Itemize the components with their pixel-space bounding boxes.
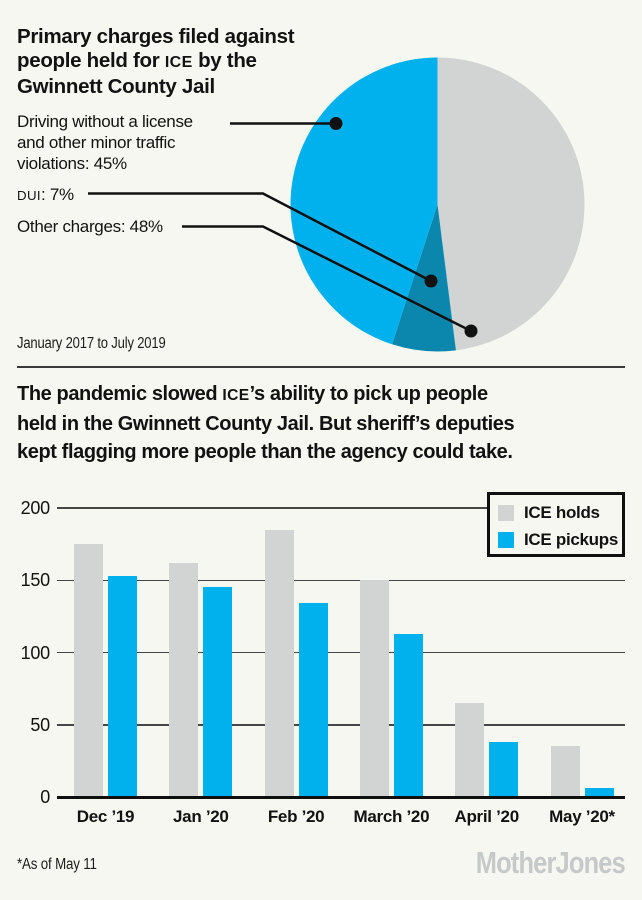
bar-ice-pickups [203,587,233,797]
leader-line [182,225,472,333]
leader-dot [464,324,478,338]
gridline-100 [57,651,625,654]
bar-ice-holds [264,529,294,797]
x-axis-line [57,795,625,799]
ice-smallcaps: ICE [222,387,250,404]
footnote: *As of May 11 [17,856,97,873]
pie-label-line: Driving without a license [17,112,193,131]
y-tick-label: 200 [20,498,51,518]
bar-ice-holds [169,562,199,797]
gridline-150 [57,579,625,581]
x-tick-label: March ’20 [353,807,430,826]
bar-ice-holds [550,746,580,797]
y-tick-label: 100 [20,642,51,663]
pie-title: Primary charges filed against people hel… [17,25,295,99]
pie-title-line: Gwinnett County Jail [17,75,215,98]
section-divider [17,366,625,368]
legend-item: ICE pickups [498,526,622,553]
pie-title-line: Primary charges filed against [17,25,295,48]
pie-title-line: people held for ICE by the [17,49,257,72]
pie-label-other: Other charges: 48% [17,217,163,236]
y-tick-label: 150 [20,570,51,591]
pie-label-line: violations: 45% [17,154,127,173]
pie-slice-other-charges [437,57,585,351]
legend-swatch [498,531,514,548]
leader-line [88,192,432,283]
legend-label: ICE pickups [524,529,619,549]
bar-title-line: kept flagging more people than the agenc… [17,441,513,463]
legend-rows: ICE holds ICE pickups [498,499,622,553]
gridline-200 [57,507,625,509]
pie-chart [88,57,585,352]
pie-slice-driving-without-a-licens [290,57,438,345]
legend-item: ICE holds [498,499,622,526]
x-tick-label: May ’20* [549,807,615,826]
gridline-50 [57,724,625,726]
leader-dot [329,117,343,130]
x-tick-label: Dec ’19 [76,807,135,826]
bar-title-line: The pandemic slowed ICE’s ability to pic… [17,383,488,405]
x-tick-label: Feb ’20 [267,807,325,826]
bar-ice-pickups [489,742,519,797]
pie-label-line: and other minor traffic [17,133,176,152]
dui-smallcaps: DUI [17,188,42,203]
bar-ice-holds [359,580,389,797]
pie-label-dui: DUI: 7% [17,185,74,204]
mother-jones-logo: MotherJones [475,845,626,880]
legend-label: ICE holds [524,502,600,522]
x-tick-label: April ’20 [454,807,519,826]
pie-label-driving: Driving without a license and other mino… [17,111,193,174]
bar-ice-holds [74,544,103,797]
bar-title-line: held in the Gwinnett County Jail. But sh… [17,413,515,435]
bar-ice-pickups [298,603,328,797]
y-tick-label: 0 [40,787,50,807]
x-tick-label: Jan ’20 [173,807,229,826]
legend-swatch [498,504,514,521]
bar-ice-pickups [393,633,423,797]
pie-date-caption: January 2017 to July 2019 [17,335,166,352]
bar-ice-holds [455,703,485,797]
ice-smallcaps: ICE [164,54,193,71]
bar-title: The pandemic slowed ICE’s ability to pic… [17,380,515,466]
bar-ice-pickups [108,575,137,797]
leader-dot [424,274,438,288]
bar-ice-pickups [584,788,614,797]
legend: ICE holds ICE pickups [487,492,625,557]
y-tick-label: 50 [30,714,50,735]
